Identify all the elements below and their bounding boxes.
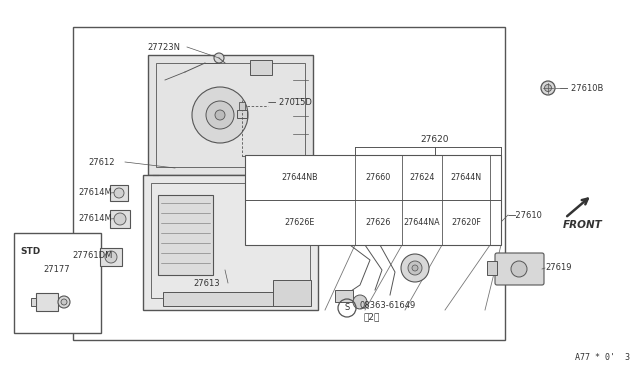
Text: 27613: 27613 (193, 279, 220, 288)
FancyBboxPatch shape (495, 253, 544, 285)
Bar (36, 293, 58, 311)
Circle shape (58, 296, 70, 308)
Circle shape (511, 261, 527, 277)
Bar (110, 210, 130, 228)
Text: 27626: 27626 (365, 218, 390, 227)
Bar (31, 298, 36, 306)
Circle shape (114, 213, 126, 225)
Circle shape (105, 251, 117, 263)
Bar (250, 60, 272, 75)
Text: 27614M: 27614M (78, 214, 112, 222)
Text: 27177: 27177 (44, 265, 70, 274)
Text: — 27610B: — 27610B (560, 83, 604, 93)
Text: 27644N: 27644N (451, 173, 481, 182)
Text: A77 * 0'  3: A77 * 0' 3 (575, 353, 630, 362)
Bar (100, 248, 122, 266)
Text: 27644NB: 27644NB (282, 173, 318, 182)
Bar (245, 155, 501, 245)
Circle shape (215, 110, 225, 120)
Bar (335, 290, 353, 302)
Text: FRONT: FRONT (563, 220, 603, 230)
Bar (156, 63, 305, 167)
Text: 27620F: 27620F (451, 218, 481, 227)
Circle shape (412, 265, 418, 271)
Text: —27610: —27610 (508, 211, 543, 219)
Bar (151, 183, 310, 298)
Bar (73, 27, 505, 340)
Text: 27620: 27620 (420, 135, 449, 144)
Circle shape (114, 188, 124, 198)
Circle shape (401, 254, 429, 282)
Circle shape (541, 81, 555, 95)
Text: 08363-61649: 08363-61649 (360, 301, 416, 310)
Circle shape (408, 261, 422, 275)
Text: 27626E: 27626E (285, 218, 315, 227)
Text: 27723N: 27723N (147, 42, 180, 51)
Text: 27624: 27624 (410, 173, 435, 182)
Circle shape (206, 101, 234, 129)
Text: 27614M: 27614M (78, 187, 112, 196)
Text: 27660: 27660 (365, 173, 390, 182)
Text: 27761DM: 27761DM (72, 250, 113, 260)
Bar (148, 55, 313, 175)
Text: 27644NA: 27644NA (404, 218, 440, 227)
Bar (158, 195, 213, 275)
Bar (143, 175, 318, 310)
Bar (14, 233, 101, 333)
Bar (110, 185, 128, 201)
Text: S: S (344, 304, 349, 312)
Bar (273, 280, 311, 306)
Circle shape (353, 295, 367, 309)
Circle shape (545, 84, 552, 92)
Bar (237, 110, 247, 118)
Text: （2）: （2） (363, 312, 380, 321)
Text: 27619: 27619 (545, 263, 572, 273)
Bar (239, 102, 245, 110)
Circle shape (61, 299, 67, 305)
Bar (487, 261, 497, 275)
Text: STD: STD (20, 247, 40, 256)
Circle shape (214, 53, 224, 63)
Text: — 27015D: — 27015D (268, 97, 312, 106)
Circle shape (192, 87, 248, 143)
Text: 27612: 27612 (88, 157, 115, 167)
Bar (163, 292, 288, 306)
